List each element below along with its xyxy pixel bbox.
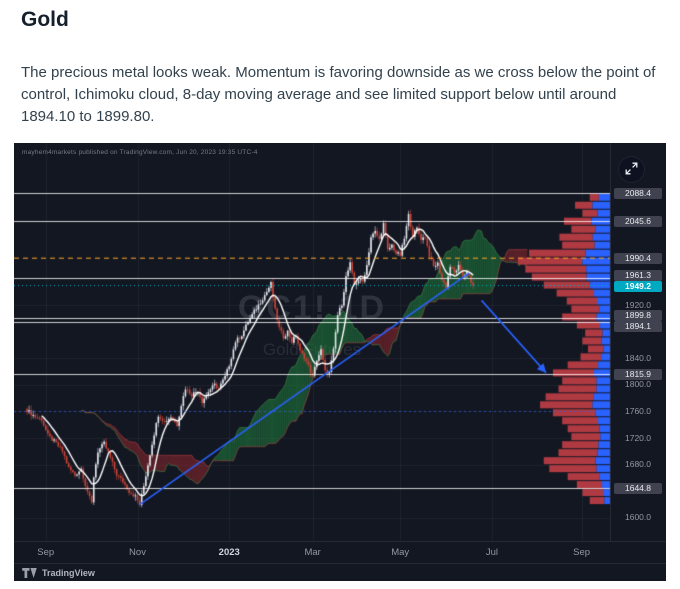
time-axis[interactable]: Sep Nov 2023 Mar May Jul Sep	[14, 541, 666, 564]
time-axis-label: Mar	[304, 547, 321, 558]
expand-button[interactable]	[618, 156, 645, 183]
price-level-badge: 2045.6	[614, 215, 662, 227]
time-axis-label: Sep	[37, 547, 55, 558]
current-price-badge: 1949.2	[614, 281, 662, 293]
page-title: Gold	[21, 8, 69, 31]
expand-arrows-icon	[625, 162, 638, 178]
price-level-badge: 1899.8	[614, 309, 662, 321]
time-axis-label: Jul	[485, 547, 499, 558]
price-level-badge: 1894.1	[614, 320, 662, 332]
price-level-badge: 2088.4	[614, 187, 662, 199]
price-level-badge: 1961.3	[614, 270, 662, 282]
price-level-badge: 1990.4	[614, 252, 662, 264]
summary-paragraph: The precious metal looks weak. Momentum …	[21, 64, 656, 125]
price-tick-label: 1600.0	[625, 512, 651, 523]
tradingview-brand[interactable]: TradingView	[42, 567, 95, 578]
price-level-badge: 1644.8	[614, 482, 662, 494]
price-tick-label: 1840.0	[625, 352, 651, 363]
time-axis-label: Sep	[573, 547, 591, 558]
tradingview-logo-icon[interactable]	[22, 567, 37, 578]
price-tick-label: 1800.0	[625, 379, 651, 390]
price-tick-label: 1720.0	[625, 432, 651, 443]
price-level-badge: 1815.9	[614, 368, 662, 380]
price-tick-label: 1920.0	[625, 299, 651, 310]
time-axis-label: Nov	[129, 547, 146, 558]
tradingview-chart[interactable]: GC1! 1D Gold Futures mayhem4markets publ…	[14, 143, 666, 581]
time-axis-label: May	[391, 547, 410, 558]
chart-footer: TradingView	[14, 563, 666, 581]
time-axis-label: 2023	[218, 547, 240, 558]
price-tick-label: 1760.0	[625, 405, 651, 416]
chart-attribution: mayhem4markets published on TradingView.…	[22, 149, 258, 156]
chart-canvas[interactable]	[14, 143, 666, 581]
price-axis[interactable]: 2088.4 2045.6 1990.4 1961.3 1949.2 1920.0 1899…	[610, 143, 667, 541]
price-tick-label: 1680.0	[625, 459, 651, 470]
